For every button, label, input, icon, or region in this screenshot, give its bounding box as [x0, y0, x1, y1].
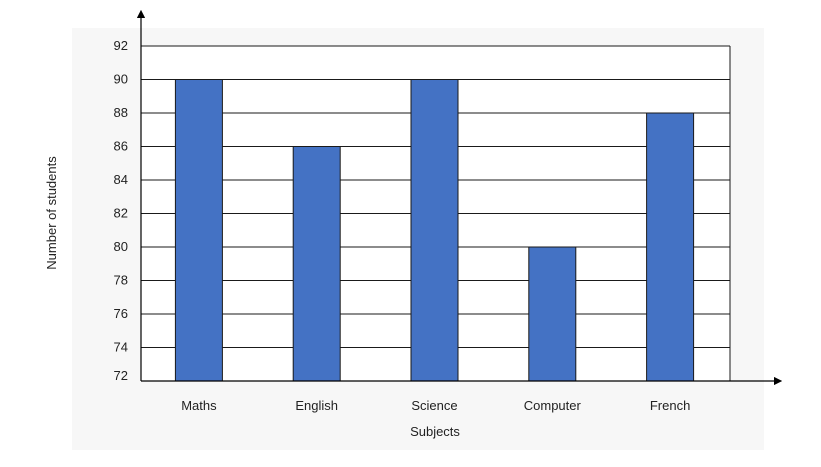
bar-computer — [528, 246, 577, 382]
y-tick-label: 76 — [114, 306, 128, 321]
y-tick-label: 82 — [114, 206, 128, 221]
y-tick-label: 84 — [114, 172, 128, 187]
y-tick-label: 88 — [114, 105, 128, 120]
x-tick-label: French — [650, 398, 690, 413]
y-tick-label: 72 — [114, 368, 128, 383]
bar-english — [292, 146, 341, 382]
x-tick-label: Science — [411, 398, 457, 413]
bar-science — [410, 79, 459, 382]
y-tick-label: 90 — [114, 72, 128, 87]
y-tick-label: 80 — [114, 239, 128, 254]
x-tick-labels: Maths English Science Computer French — [181, 398, 690, 413]
y-tick-label: 92 — [114, 38, 128, 53]
bar-french — [646, 112, 695, 382]
y-tick-label: 78 — [114, 273, 128, 288]
y-tick-label: 74 — [114, 340, 128, 355]
y-tick-label: 86 — [114, 139, 128, 154]
bar-maths — [174, 79, 223, 382]
x-axis-title: Subjects — [410, 424, 460, 439]
y-axis-title: Number of students — [44, 156, 59, 270]
x-tick-label: Computer — [524, 398, 582, 413]
x-tick-label: Maths — [181, 398, 217, 413]
x-tick-label: English — [295, 398, 338, 413]
y-tick-labels: 72 74 76 78 80 82 84 86 88 90 92 — [114, 38, 128, 383]
bars — [174, 79, 695, 382]
